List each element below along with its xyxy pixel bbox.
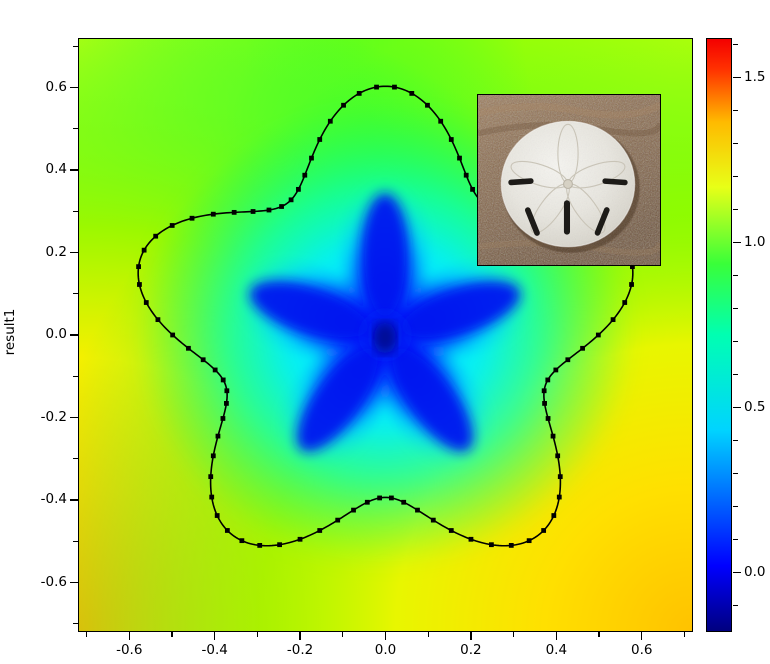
x-tick-minor bbox=[342, 632, 344, 637]
x-tick-label: -0.6 bbox=[116, 642, 143, 658]
sand-dollar-inset[interactable] bbox=[477, 94, 661, 266]
y-tick-major bbox=[70, 169, 78, 171]
colorbar-gradient bbox=[707, 39, 731, 631]
y-tick-label: 0.2 bbox=[45, 243, 67, 260]
y-tick-minor bbox=[73, 45, 78, 47]
x-tick-label: 0.4 bbox=[545, 642, 568, 658]
colorbar-tick-major bbox=[733, 571, 741, 574]
colorbar-tick-label: 0.5 bbox=[744, 398, 766, 415]
colorbar-tick-label: 1.0 bbox=[744, 233, 766, 250]
colorbar-tick-minor bbox=[733, 142, 738, 145]
colorbar-tick-minor bbox=[733, 340, 738, 343]
y-tick-minor bbox=[73, 375, 78, 377]
colorbar-tick-minor bbox=[733, 505, 738, 508]
x-tick-label: 0.2 bbox=[460, 642, 482, 658]
colorbar-tick-minor bbox=[733, 274, 738, 277]
x-tick-major bbox=[213, 632, 216, 640]
y-tick-label: 0.0 bbox=[45, 326, 67, 342]
x-tick-minor bbox=[512, 632, 515, 637]
colorbar-tick-major bbox=[733, 241, 741, 244]
colorbar-tick-minor bbox=[733, 175, 738, 178]
colorbar-tick-label: 0.0 bbox=[744, 563, 766, 580]
colorbar-tick-minor bbox=[733, 472, 738, 475]
y-tick-major bbox=[70, 86, 78, 89]
y-tick-minor bbox=[73, 540, 78, 542]
x-tick-label: -0.2 bbox=[286, 642, 314, 658]
x-tick-major bbox=[470, 632, 472, 640]
y-tick-label: -0.6 bbox=[40, 573, 67, 590]
colorbar-tick-minor bbox=[733, 604, 738, 607]
x-tick-minor bbox=[171, 632, 173, 637]
y-tick-major bbox=[70, 581, 78, 584]
colorbar-tick-minor bbox=[733, 43, 738, 46]
x-tick-major bbox=[128, 632, 130, 640]
y-tick-minor bbox=[73, 293, 78, 295]
y-tick-minor bbox=[73, 128, 78, 130]
colorbar-tick-minor bbox=[733, 538, 738, 541]
x-tick-major bbox=[641, 632, 643, 640]
x-tick-label: 0.6 bbox=[631, 642, 653, 658]
x-tick-label: 0.0 bbox=[374, 642, 397, 658]
y-tick-major bbox=[70, 499, 78, 501]
sand-dollar-image bbox=[478, 95, 660, 265]
x-tick-major bbox=[384, 632, 387, 640]
colorbar-tick-minor bbox=[733, 307, 738, 310]
y-tick-label: 0.4 bbox=[45, 161, 67, 177]
x-tick-minor bbox=[85, 632, 88, 637]
y-tick-minor bbox=[73, 458, 78, 460]
x-tick-major bbox=[299, 632, 301, 640]
x-tick-minor bbox=[427, 632, 429, 637]
colorbar-tick-major bbox=[733, 76, 741, 79]
pcolor-axes[interactable] bbox=[78, 38, 693, 632]
y-tick-major bbox=[70, 251, 78, 254]
colorbar-tick-major bbox=[733, 406, 741, 409]
y-tick-minor bbox=[73, 210, 78, 212]
colorbar-tick-label: 1.5 bbox=[744, 68, 766, 85]
colorbar-tick-minor bbox=[733, 109, 738, 112]
colorbar-tick-minor bbox=[733, 373, 738, 376]
x-tick-minor bbox=[683, 632, 686, 637]
x-tick-minor bbox=[598, 632, 600, 637]
y-tick-label: 0.6 bbox=[45, 78, 67, 95]
y-tick-label: -0.2 bbox=[40, 408, 67, 425]
y-tick-major bbox=[70, 334, 78, 336]
x-tick-major bbox=[555, 632, 558, 640]
colorbar-tick-minor bbox=[733, 208, 738, 211]
x-tick-label: -0.4 bbox=[201, 642, 228, 658]
colorbar-tick-minor bbox=[733, 439, 738, 442]
y-tick-minor bbox=[73, 623, 78, 625]
y-tick-label: -0.4 bbox=[40, 491, 67, 507]
colorbar[interactable] bbox=[706, 38, 732, 632]
x-tick-minor bbox=[256, 632, 259, 637]
y-tick-major bbox=[70, 416, 78, 419]
